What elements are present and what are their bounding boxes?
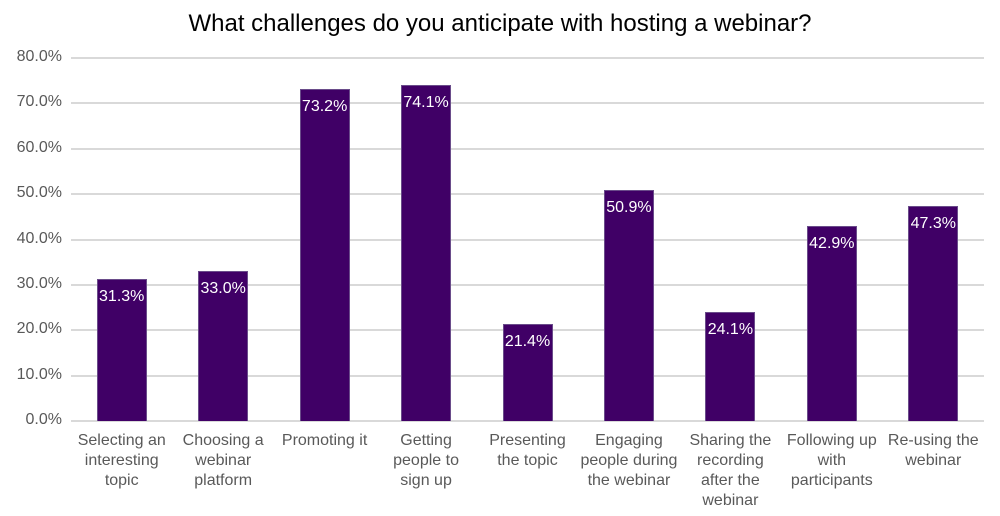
gridline (71, 147, 984, 150)
y-tick-label: 10.0% (16, 365, 62, 383)
y-tick-label: 20.0% (16, 320, 62, 338)
y-tick-label: 70.0% (16, 93, 62, 111)
x-tick-label: Selecting an interesting topic (77, 432, 166, 489)
x-tick-label: Following up with participants (786, 432, 877, 489)
x-tick-label: Choosing a webinar platform (182, 432, 264, 489)
bar: 21.4% (502, 323, 553, 421)
y-tick-label: 80.0% (16, 48, 62, 65)
plot-area: 31.3% 33.0% 73.2% 74.1% 21.4% 50.9% 24.1% 42.9%… (71, 57, 984, 422)
y-tick-label: 0.0% (25, 411, 62, 428)
gridline (71, 283, 984, 286)
data-label: 73.2% (301, 97, 348, 115)
gridline (71, 57, 984, 59)
y-tick-label: 60.0% (16, 138, 62, 156)
y-tick-label: 50.0% (16, 184, 62, 202)
x-tick-label: Sharing the recording after the webinar (689, 432, 772, 509)
x-tick-label: Presenting the topic (489, 432, 566, 469)
bar: 47.3% (908, 206, 959, 421)
x-tick-label: Re-using the webinar (887, 432, 979, 469)
data-label: 42.9% (809, 235, 855, 253)
data-label: 24.1% (707, 320, 754, 338)
x-tick-label: Getting people to sign up (393, 432, 459, 489)
bar: 24.1% (705, 311, 756, 421)
bar: 50.9% (603, 190, 654, 421)
bar: 73.2% (299, 88, 350, 421)
data-label: 21.4% (504, 332, 551, 350)
gridline (71, 102, 984, 105)
data-label: 50.9% (606, 199, 652, 217)
data-label: 74.1% (403, 93, 449, 111)
bar: 33.0% (198, 271, 249, 421)
bar: 31.3% (96, 278, 147, 421)
bar: 74.1% (401, 84, 452, 421)
data-label: 31.3% (99, 287, 145, 305)
bar: 42.9% (806, 226, 857, 421)
y-tick-label: 30.0% (16, 274, 62, 292)
chart-title: What challenges do you anticipate with h… (188, 10, 812, 37)
x-tick-label: Promoting it (281, 432, 368, 449)
gridline (71, 420, 984, 422)
x-tick-label: Engaging people during the webinar (580, 432, 678, 489)
data-label: 47.3% (910, 215, 956, 233)
y-tick-label: 40.0% (16, 229, 62, 247)
gridline (71, 193, 984, 196)
data-label: 33.0% (200, 280, 246, 298)
gridline (71, 238, 984, 241)
